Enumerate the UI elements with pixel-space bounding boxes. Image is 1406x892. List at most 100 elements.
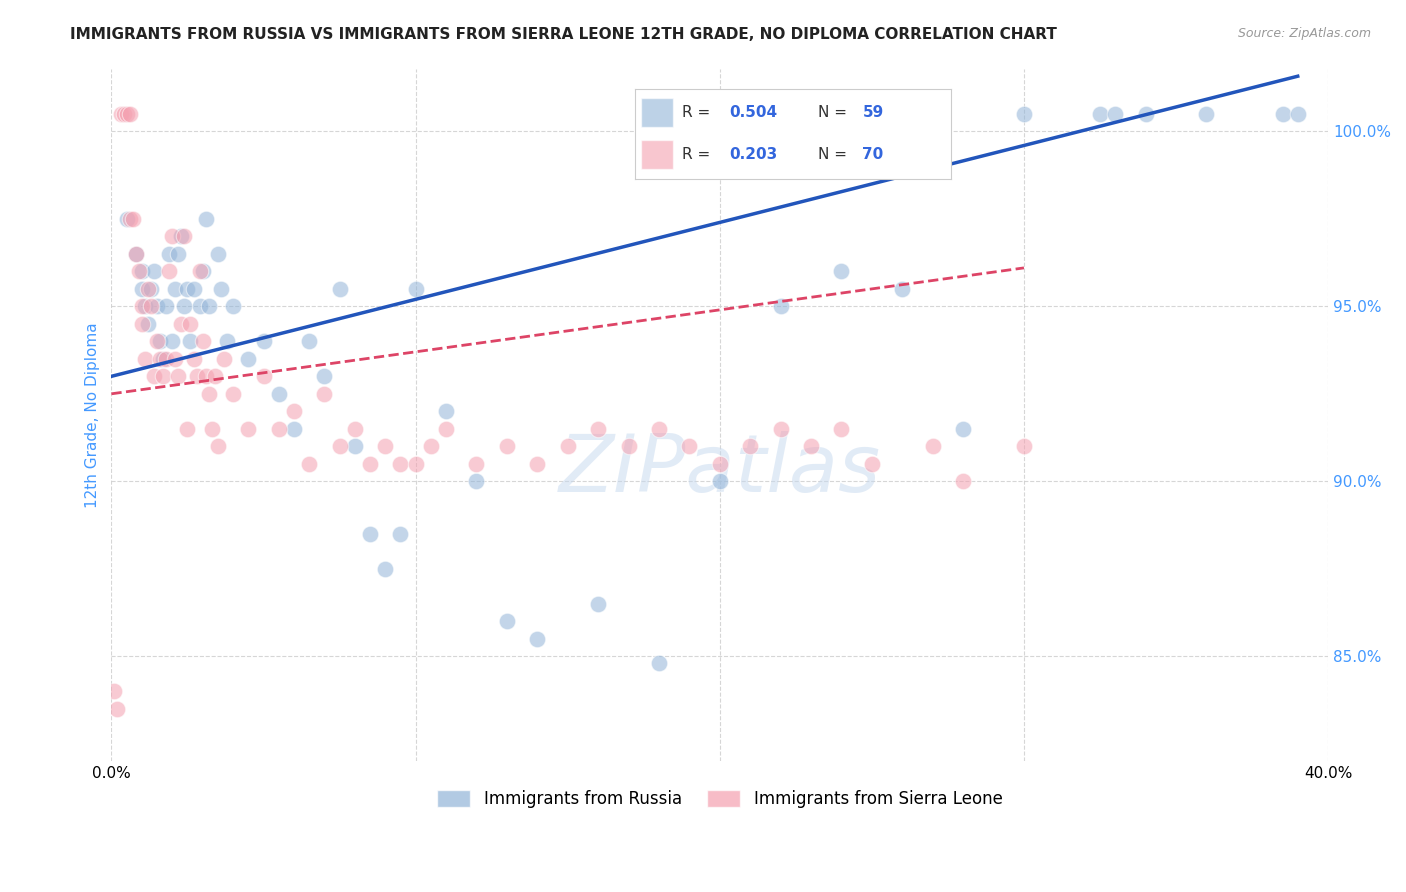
Point — [434, 404, 457, 418]
Point — [110, 107, 132, 121]
Point — [1104, 107, 1126, 121]
Point — [207, 247, 229, 261]
Point — [146, 334, 169, 349]
Legend: Immigrants from Russia, Immigrants from Sierra Leone: Immigrants from Russia, Immigrants from … — [430, 783, 1010, 815]
Point — [194, 211, 217, 226]
Point — [314, 369, 336, 384]
Point — [131, 264, 153, 278]
Point — [191, 334, 214, 349]
Point — [107, 701, 129, 715]
Point — [374, 562, 396, 576]
Point — [162, 229, 184, 244]
Point — [267, 422, 290, 436]
Point — [465, 457, 488, 471]
Point — [115, 107, 138, 121]
Point — [149, 351, 172, 366]
Point — [125, 247, 148, 261]
Point — [209, 282, 232, 296]
Text: IMMIGRANTS FROM RUSSIA VS IMMIGRANTS FROM SIERRA LEONE 12TH GRADE, NO DIPLOMA CO: IMMIGRANTS FROM RUSSIA VS IMMIGRANTS FRO… — [70, 27, 1057, 42]
Point — [134, 351, 156, 366]
Point — [149, 334, 172, 349]
Point — [709, 457, 731, 471]
Point — [830, 264, 852, 278]
Point — [136, 317, 159, 331]
Point — [173, 299, 195, 313]
Point — [1088, 107, 1111, 121]
Point — [740, 439, 762, 453]
Point — [328, 282, 350, 296]
Point — [374, 439, 396, 453]
Point — [143, 264, 166, 278]
Point — [678, 439, 700, 453]
Text: Source: ZipAtlas.com: Source: ZipAtlas.com — [1237, 27, 1371, 40]
Point — [215, 334, 238, 349]
Point — [131, 317, 153, 331]
Point — [267, 386, 290, 401]
Point — [173, 229, 195, 244]
Point — [115, 211, 138, 226]
Point — [359, 457, 381, 471]
Point — [222, 386, 245, 401]
Point — [222, 299, 245, 313]
Point — [167, 369, 190, 384]
Point — [139, 282, 162, 296]
Point — [952, 422, 974, 436]
Point — [157, 247, 180, 261]
Point — [800, 439, 823, 453]
Point — [194, 369, 217, 384]
Point — [204, 369, 226, 384]
Point — [212, 351, 235, 366]
Point — [165, 351, 187, 366]
Point — [314, 386, 336, 401]
Point — [191, 264, 214, 278]
Point — [586, 422, 609, 436]
Point — [921, 439, 943, 453]
Point — [495, 614, 517, 628]
Point — [155, 351, 177, 366]
Text: ZIPatlas: ZIPatlas — [558, 431, 880, 509]
Point — [197, 299, 219, 313]
Point — [139, 299, 162, 313]
Point — [207, 439, 229, 453]
Point — [434, 422, 457, 436]
Point — [176, 422, 198, 436]
Point — [157, 264, 180, 278]
Point — [557, 439, 579, 453]
Point — [188, 299, 211, 313]
Point — [526, 632, 548, 646]
Point — [252, 334, 274, 349]
Point — [389, 526, 412, 541]
Point — [131, 299, 153, 313]
Point — [197, 386, 219, 401]
Point — [252, 369, 274, 384]
Point — [617, 439, 640, 453]
Point — [1195, 107, 1218, 121]
Point — [283, 404, 305, 418]
Point — [112, 107, 135, 121]
Point — [952, 475, 974, 489]
Point — [146, 299, 169, 313]
Point — [183, 351, 205, 366]
Point — [1135, 107, 1157, 121]
Point — [188, 264, 211, 278]
Point — [103, 684, 125, 698]
Point — [405, 282, 427, 296]
Point — [152, 351, 174, 366]
Point — [186, 369, 208, 384]
Point — [830, 422, 852, 436]
Point — [143, 369, 166, 384]
Point — [328, 439, 350, 453]
Point — [179, 334, 201, 349]
Point — [419, 439, 441, 453]
Point — [136, 282, 159, 296]
Point — [1012, 439, 1035, 453]
Point — [495, 439, 517, 453]
Point — [1286, 107, 1309, 121]
Point — [170, 317, 193, 331]
Point — [769, 422, 792, 436]
Point — [359, 526, 381, 541]
Point — [465, 475, 488, 489]
Point — [343, 439, 366, 453]
Point — [128, 264, 150, 278]
Point — [1012, 107, 1035, 121]
